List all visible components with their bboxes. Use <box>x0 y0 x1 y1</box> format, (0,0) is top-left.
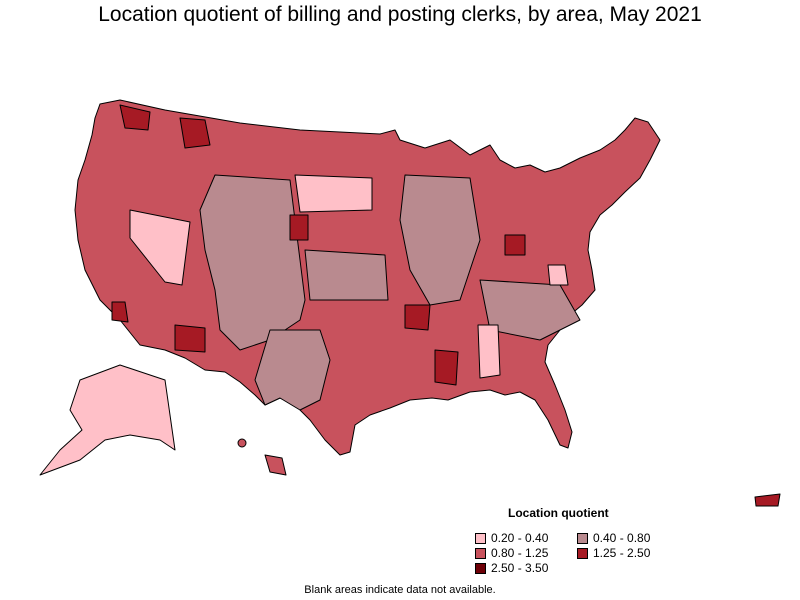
legend-title: Location quotient <box>508 506 609 520</box>
legend-swatch-2 <box>577 533 588 544</box>
legend-item-3: 0.80 - 1.25 <box>475 547 548 560</box>
legend-label-2: 0.40 - 0.80 <box>593 531 651 545</box>
legend-label-1: 0.20 - 0.40 <box>491 531 549 545</box>
region-ohio-dark <box>504 234 526 256</box>
legend-label-5: 2.50 - 3.50 <box>491 561 549 575</box>
region-washington-dark <box>119 104 151 131</box>
region-arizona-dark <box>174 324 206 353</box>
region-hawaii <box>264 454 287 476</box>
legend-item-4: 1.25 - 2.50 <box>577 547 650 560</box>
legend-item-1: 0.20 - 0.40 <box>475 532 548 545</box>
region-nevada <box>129 209 191 286</box>
region-texas-west <box>254 329 331 411</box>
region-alabama <box>477 324 501 379</box>
region-colorado-dark <box>289 214 309 241</box>
region-mississippi-dark <box>434 349 459 386</box>
region-alaska <box>39 364 176 476</box>
region-socal-dark <box>111 301 129 323</box>
map-title: Location quotient of billing and posting… <box>98 3 702 26</box>
legend-swatch-5 <box>475 563 486 574</box>
legend-label-3: 0.80 - 1.25 <box>491 546 549 560</box>
region-puerto-rico <box>754 493 781 507</box>
legend-swatch-1 <box>475 533 486 544</box>
region-mountain-west <box>199 174 306 351</box>
legend-swatch-3 <box>475 548 486 559</box>
region-hawaii-island <box>237 438 247 448</box>
region-dakotas <box>294 174 373 213</box>
region-virginia-light <box>547 264 569 286</box>
region-idaho-dark <box>179 117 211 149</box>
region-oklahoma-dark <box>404 304 431 331</box>
legend-swatch-4 <box>577 548 588 559</box>
legend-label-4: 1.25 - 2.50 <box>593 546 651 560</box>
footnote: Blank areas indicate data not available. <box>304 584 496 596</box>
legend-item-5: 2.50 - 3.50 <box>475 562 548 575</box>
region-plains <box>304 249 389 301</box>
region-appalachia <box>479 279 581 341</box>
region-great-lakes <box>399 174 481 306</box>
legend-item-2: 0.40 - 0.80 <box>577 532 650 545</box>
